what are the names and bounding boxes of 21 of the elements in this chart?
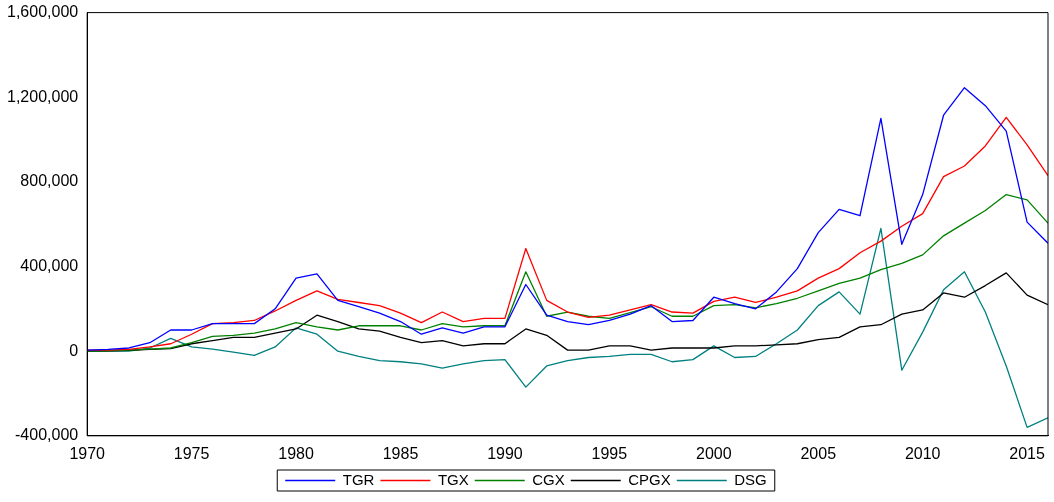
legend-label: CGX xyxy=(532,470,565,488)
y-tick-label: 1,600,000 xyxy=(6,3,79,21)
x-tick-label: 1990 xyxy=(487,444,523,462)
x-tick-label: 2005 xyxy=(800,444,837,462)
x-tick-label: 1995 xyxy=(591,444,628,462)
y-tick-label: 1,200,000 xyxy=(6,87,79,105)
x-tick-label: 1980 xyxy=(278,444,314,462)
y-tick-label: 0 xyxy=(69,341,79,359)
x-tick-label: 2000 xyxy=(696,444,732,462)
x-tick-label: 1975 xyxy=(173,444,210,462)
legend-label: TGX xyxy=(437,470,469,488)
x-tick-label: 2010 xyxy=(904,444,941,462)
legend-label: TGR xyxy=(342,470,375,488)
legend-label: CPGX xyxy=(628,470,671,488)
y-tick-label: 800,000 xyxy=(20,172,79,190)
x-tick-label: 2015 xyxy=(1009,444,1046,462)
x-tick-label: 1970 xyxy=(69,444,106,462)
y-tick-label: 400,000 xyxy=(20,256,79,274)
legend-label: DSG xyxy=(734,470,767,488)
x-tick-label: 1985 xyxy=(382,444,419,462)
y-tick-label: -400,000 xyxy=(15,426,79,444)
